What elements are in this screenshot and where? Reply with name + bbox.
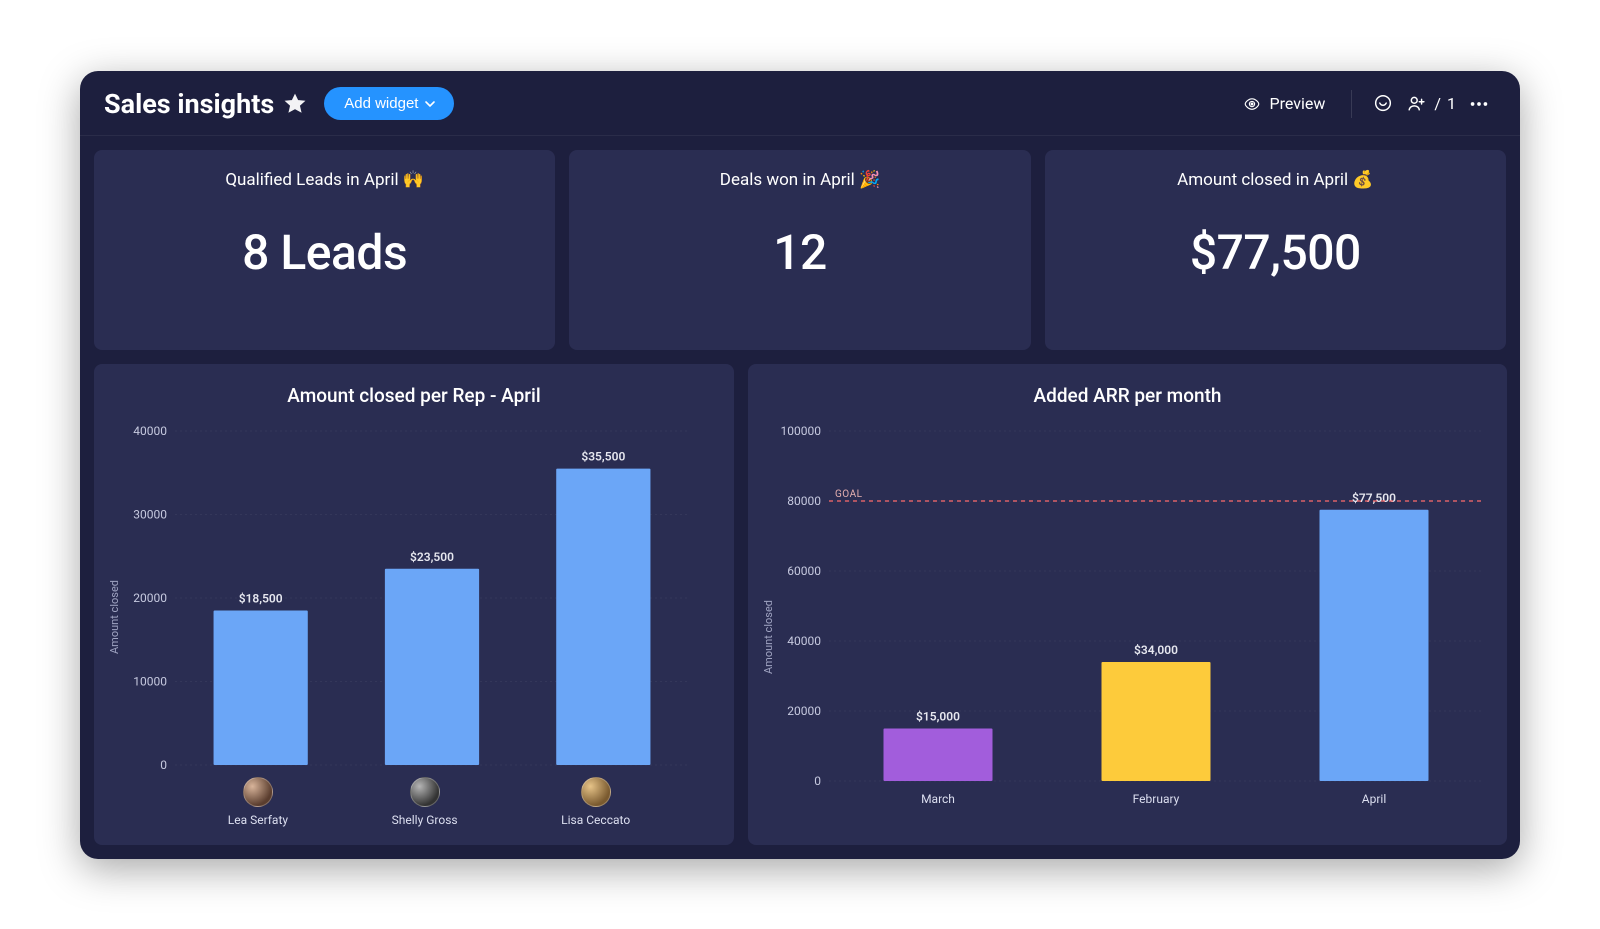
people-count: 1 <box>1447 94 1456 113</box>
rep[interactable]: Lisa Ceccato <box>561 777 630 827</box>
bar-chart: 0 10000 20000 30000 40000 $18,500 $23,500 $35,5… <box>121 417 701 777</box>
svg-text:40000: 40000 <box>787 634 821 648</box>
svg-text:40000: 40000 <box>133 424 167 438</box>
avatar <box>410 777 440 807</box>
eye-icon <box>1243 95 1261 113</box>
avatar <box>243 777 273 807</box>
people-button[interactable]: / 1 <box>1400 93 1462 115</box>
add-widget-label: Add widget <box>344 95 418 112</box>
more-menu-icon[interactable] <box>1462 87 1496 121</box>
add-widget-button[interactable]: Add widget <box>324 87 454 120</box>
favorite-star-icon[interactable] <box>284 93 306 115</box>
dashboard-frame: Sales insights Add widget Preview / 1 <box>80 71 1520 859</box>
chevron-down-icon <box>424 98 436 110</box>
topbar: Sales insights Add widget Preview / 1 <box>80 71 1520 136</box>
svg-text:February: February <box>1133 792 1180 806</box>
preview-button[interactable]: Preview <box>1231 88 1337 119</box>
kpi-title: Amount closed in April 💰 <box>1065 170 1486 190</box>
svg-text:30000: 30000 <box>133 507 167 521</box>
svg-text:0: 0 <box>160 758 167 772</box>
rep-avatars: Lea Serfaty Shelly Gross Lisa Ceccato <box>106 777 722 827</box>
svg-text:60000: 60000 <box>787 564 821 578</box>
svg-text:20000: 20000 <box>787 704 821 718</box>
kpi-value: 12 <box>589 224 1010 281</box>
svg-text:GOAL: GOAL <box>835 489 863 500</box>
page-title: Sales insights <box>104 88 274 120</box>
kpi-value: 8 Leads <box>114 224 535 281</box>
people-icon <box>1406 93 1428 115</box>
svg-text:$23,500: $23,500 <box>410 549 454 563</box>
svg-text:0: 0 <box>814 774 821 788</box>
rep-name: Lisa Ceccato <box>561 813 630 827</box>
separator <box>1351 90 1352 118</box>
rep-name: Shelly Gross <box>392 813 458 827</box>
preview-label: Preview <box>1269 94 1325 113</box>
svg-text:100000: 100000 <box>781 424 822 438</box>
y-axis-label: Amount closed <box>106 417 121 777</box>
chart-row: Amount closed per Rep - April Amount clo… <box>80 364 1520 859</box>
svg-text:April: April <box>1362 792 1386 806</box>
kpi-card[interactable]: Amount closed in April 💰 $77,500 <box>1045 150 1506 350</box>
kpi-card[interactable]: Qualified Leads in April 🙌 8 Leads <box>94 150 555 350</box>
kpi-title: Deals won in April 🎉 <box>589 170 1010 190</box>
svg-text:10000: 10000 <box>133 674 167 688</box>
svg-text:$18,500: $18,500 <box>239 591 283 605</box>
chart-amount-per-rep[interactable]: Amount closed per Rep - April Amount clo… <box>94 364 734 845</box>
kpi-row: Qualified Leads in April 🙌 8 Leads Deals… <box>80 136 1520 364</box>
rep[interactable]: Lea Serfaty <box>228 777 288 827</box>
kpi-card[interactable]: Deals won in April 🎉 12 <box>569 150 1030 350</box>
chart-arr-per-month[interactable]: Added ARR per month Amount closed 0 20000… <box>748 364 1507 845</box>
svg-text:$34,000: $34,000 <box>1134 643 1178 657</box>
avatar <box>581 777 611 807</box>
svg-text:$77,500: $77,500 <box>1352 490 1396 504</box>
svg-text:20000: 20000 <box>133 591 167 605</box>
svg-text:March: March <box>921 792 955 806</box>
chart-title: Amount closed per Rep - April <box>106 384 722 407</box>
bar-chart: 0 20000 40000 60000 80000 100000 $15,000 March $… <box>775 417 1495 817</box>
chart-title: Added ARR per month <box>760 384 1495 407</box>
kpi-value: $77,500 <box>1065 224 1486 281</box>
svg-text:$15,000: $15,000 <box>916 709 960 723</box>
rep-name: Lea Serfaty <box>228 813 288 827</box>
feedback-icon[interactable] <box>1366 87 1400 121</box>
svg-text:$35,500: $35,500 <box>581 449 625 463</box>
y-axis-label: Amount closed <box>760 417 775 817</box>
svg-text:80000: 80000 <box>787 494 821 508</box>
rep[interactable]: Shelly Gross <box>392 777 458 827</box>
kpi-title: Qualified Leads in April 🙌 <box>114 170 535 190</box>
